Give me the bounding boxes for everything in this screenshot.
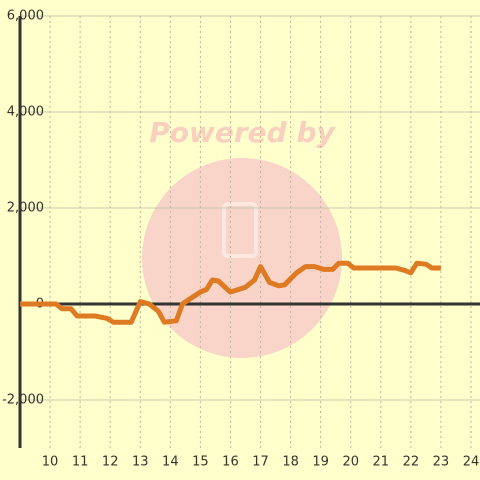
x-tick-label: 20 [342,455,359,470]
x-tick-label: 13 [132,455,149,470]
x-tick-label: 10 [42,455,59,470]
x-tick-label: 12 [102,455,119,470]
x-tick-label: 19 [312,455,329,470]
y-tick-label: 6,000 [7,9,44,24]
y-tick-label: 4,000 [7,105,44,120]
y-tick-label: 2,000 [7,201,44,216]
x-tick-label: 23 [433,455,450,470]
y-tick-label: -2,000 [2,393,44,408]
x-tick-label: 16 [222,455,239,470]
data-line [20,260,441,325]
x-tick-label: 11 [72,455,89,470]
x-tick-label: 21 [373,455,390,470]
x-tick-label: 22 [403,455,420,470]
x-tick-label: 15 [192,455,209,470]
x-tick-label: 24 [463,455,480,470]
watermark-icon [222,202,258,258]
watermark-text: Powered by [149,116,336,149]
x-tick-label: 18 [282,455,299,470]
x-tick-label: 17 [252,455,269,470]
x-tick-label: 14 [162,455,179,470]
